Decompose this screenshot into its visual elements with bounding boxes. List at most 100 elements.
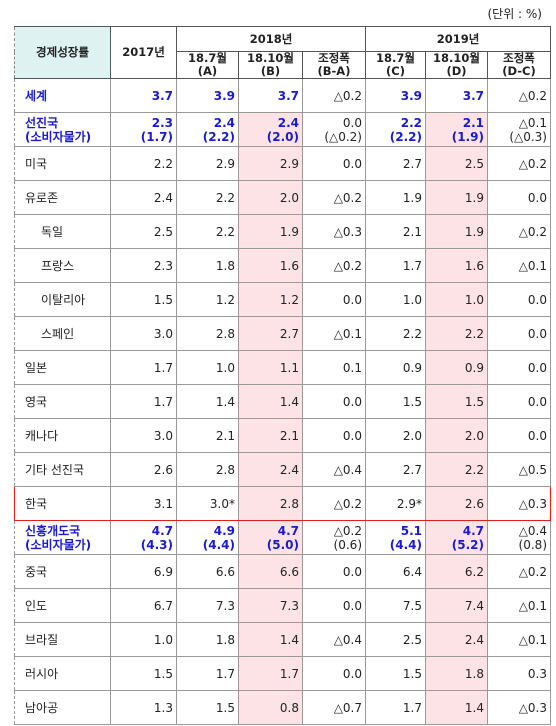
value-cell: 2.6 (110, 452, 177, 487)
cell-line: △0.4 (333, 462, 362, 477)
cell-line: 2.2 (464, 462, 484, 477)
cell-line: 2.4 (213, 115, 235, 130)
label-line: 한국 (25, 496, 48, 511)
value-cell: △0.2 (487, 554, 551, 589)
cell-line: 1.0 (215, 360, 235, 375)
label-line: 일본 (25, 360, 48, 375)
value-cell: 0.9 (425, 350, 488, 385)
value-cell: 2.7 (365, 452, 426, 487)
label-line: 러시아 (25, 666, 59, 681)
value-cell: 0.0 (△0.2) (302, 112, 366, 147)
cell-line: 4.7 (151, 523, 173, 538)
cell-line: 1.0 (402, 292, 422, 307)
value-cell: △0.2 (487, 214, 551, 249)
value-cell: 6.9 (110, 554, 177, 589)
cell-line: 1.1 (279, 360, 299, 375)
cell-line: (0.6) (333, 537, 362, 552)
value-cell: 2.7 (238, 316, 303, 351)
value-cell: 2.4 (2.0) (238, 112, 303, 147)
cell-line: 0.0 (342, 115, 362, 130)
cell-line: 2.9* (396, 496, 422, 511)
cell-line: 2.5 (402, 632, 422, 647)
value-cell: 2.4 (110, 180, 177, 215)
header-line: (C) (386, 64, 405, 78)
value-cell: 2.2 (425, 316, 488, 351)
cell-line: 2.4 (277, 115, 299, 130)
cell-line: 2.5 (464, 156, 484, 171)
label-line: 신흥개도국 (25, 523, 81, 538)
row-label: 선진국 (소비자물가) (14, 112, 111, 147)
label-line: 인도 (25, 598, 48, 613)
label-line: 유로존 (25, 190, 59, 205)
value-cell: △0.1 (487, 588, 551, 623)
table-row: 중국 6.9 6.6 6.6 0.0 6.4 6.2 △0.2 (14, 554, 551, 589)
value-cell: △0.2 (487, 78, 551, 113)
header-row: 경제성장률 2017년 2018년 2019년 (14, 26, 551, 79)
value-cell: △0.1 (487, 622, 551, 657)
value-cell: 6.7 (110, 588, 177, 623)
cell-line: 0.0 (527, 326, 547, 341)
row-label: 남아공 (14, 690, 111, 725)
cell-line: 2.7 (279, 326, 299, 341)
cell-line: 2.2 (400, 115, 422, 130)
cell-line: △0.3 (518, 700, 547, 715)
header-year: 2018년 (176, 26, 366, 52)
cell-line: 0.0 (527, 394, 547, 409)
cell-line: 1.2 (215, 292, 235, 307)
cell-line: 3.9 (213, 88, 235, 103)
cell-line: 1.4 (279, 632, 299, 647)
value-cell: 1.4 (425, 690, 488, 725)
header-column: 조정폭 (B-A) (302, 51, 366, 79)
cell-line: 2.0 (464, 428, 484, 443)
cell-line: 1.8 (215, 632, 235, 647)
cell-line: △0.2 (518, 156, 547, 171)
cell-line: (5.0) (266, 537, 299, 552)
cell-line: (△0.2) (324, 129, 362, 144)
cell-line: 3.9 (400, 88, 422, 103)
value-cell: △0.4 (0.8) (487, 520, 551, 555)
cell-line: △0.2 (333, 496, 362, 511)
value-cell: 1.6 (238, 248, 303, 283)
cell-line: △0.3 (518, 496, 547, 511)
cell-line: △0.2 (333, 88, 362, 103)
cell-line: 1.6 (279, 258, 299, 273)
value-cell: 1.9 (365, 180, 426, 215)
cell-line: 2.6 (153, 462, 173, 477)
cell-line: △0.1 (518, 598, 547, 613)
row-label: 세계 (14, 78, 111, 113)
cell-line: 0.3 (527, 666, 547, 681)
cell-line: △0.3 (333, 224, 362, 239)
cell-line: 0.1 (342, 360, 362, 375)
value-cell: 1.4 (238, 384, 303, 419)
value-cell: △0.2 (302, 180, 366, 215)
label-line: 이탈리아 (41, 292, 86, 307)
value-cell: 5.1 (4.4) (365, 520, 426, 555)
cell-line: (4.4) (202, 537, 235, 552)
cell-line: 3.1 (153, 496, 173, 511)
value-cell: 3.7 (110, 78, 177, 113)
cell-line: 2.4 (153, 190, 173, 205)
cell-line: △0.2 (333, 258, 362, 273)
value-cell: 1.9 (425, 180, 488, 215)
cell-line: 7.3 (279, 598, 299, 613)
value-cell: 0.0 (487, 384, 551, 419)
value-cell: 1.8 (176, 622, 239, 657)
value-cell: 3.9 (365, 78, 426, 113)
table-row: 프랑스 2.3 1.8 1.6 △0.2 1.7 1.6 △0.1 (14, 248, 551, 283)
value-cell: 1.5 (110, 282, 177, 317)
row-label: 기타 선진국 (14, 452, 111, 487)
table-row: 세계 3.7 3.9 3.7 △0.2 3.9 3.7 △0.2 (14, 78, 551, 113)
cell-line: 3.0 (153, 326, 173, 341)
value-cell: 2.2 (110, 146, 177, 181)
value-cell: 2.1 (365, 214, 426, 249)
table-row: 유로존 2.4 2.2 2.0 △0.2 1.9 1.9 0.0 (14, 180, 551, 215)
value-cell: 0.0 (302, 588, 366, 623)
value-cell: △0.4 (302, 452, 366, 487)
cell-line: 1.5 (402, 666, 422, 681)
value-cell: 2.9 (238, 146, 303, 181)
label-line: (소비자물가) (25, 129, 92, 144)
header-column: 조정폭 (D-C) (487, 51, 551, 79)
value-cell: 3.7 (425, 78, 488, 113)
cell-line: △0.7 (333, 700, 362, 715)
value-cell: 3.0 (110, 418, 177, 453)
